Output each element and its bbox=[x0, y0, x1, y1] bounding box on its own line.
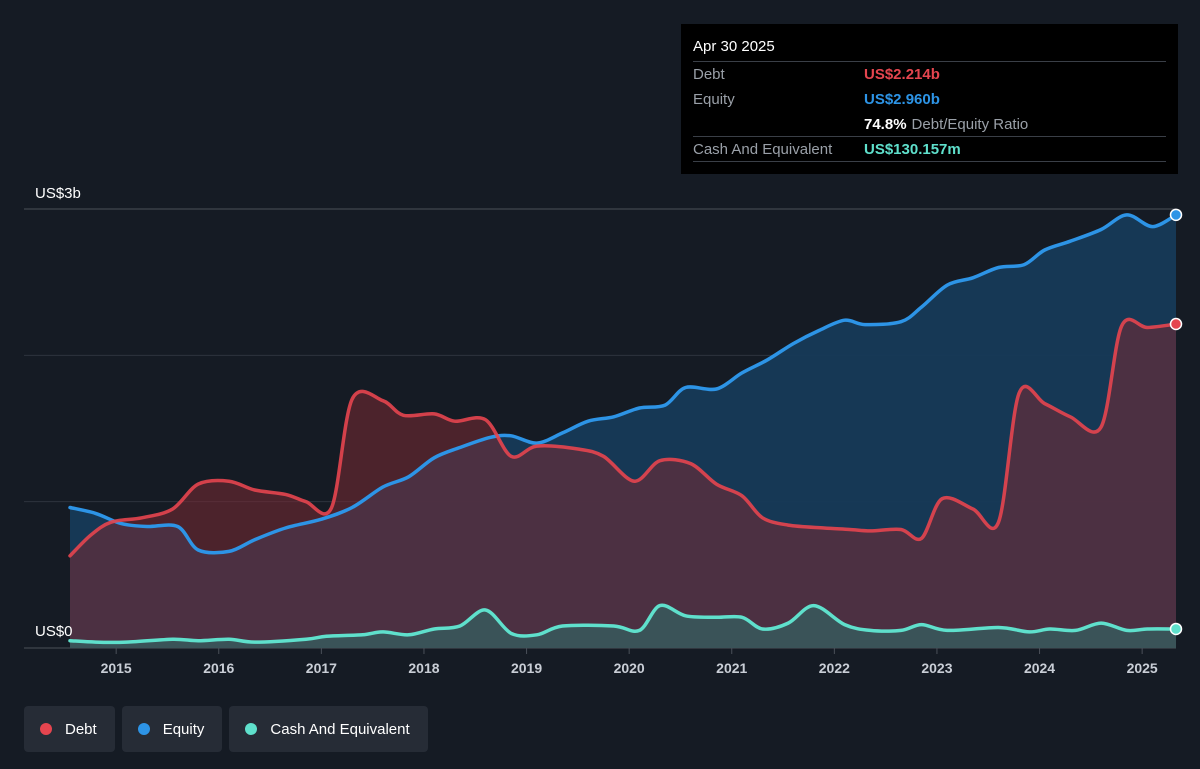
y-axis-label-max: US$3b bbox=[35, 185, 81, 202]
tooltip-ratio-value: 74.8% bbox=[864, 115, 907, 133]
tooltip-panel: Apr 30 2025 Debt US$2.214b Equity US$2.9… bbox=[681, 24, 1178, 174]
tooltip-row-ratio: 74.8% Debt/Equity Ratio bbox=[693, 111, 1166, 136]
equity-end-point bbox=[1169, 208, 1183, 222]
tooltip-ratio-label: Debt/Equity Ratio bbox=[911, 115, 1029, 133]
legend-label-equity: Equity bbox=[162, 720, 205, 738]
x-tick-label: 2016 bbox=[203, 660, 234, 676]
debt-line bbox=[68, 317, 1178, 558]
legend-item-equity[interactable]: Equity bbox=[121, 706, 223, 752]
x-tick-label: 2017 bbox=[306, 660, 337, 676]
legend-item-cash[interactable]: Cash And Equivalent bbox=[229, 706, 428, 752]
tooltip-debt-label: Debt bbox=[693, 65, 725, 83]
equity-line bbox=[68, 213, 1178, 555]
x-tick-label: 2021 bbox=[716, 660, 747, 676]
y-axis-label-zero: US$0 bbox=[35, 623, 73, 640]
legend-item-debt[interactable]: Debt bbox=[24, 706, 115, 752]
tooltip-cash-value: US$130.157m bbox=[864, 140, 961, 158]
tooltip-row-equity: Equity US$2.960b bbox=[693, 86, 1166, 111]
tooltip-equity-value: US$2.960b bbox=[864, 90, 940, 108]
cash-area bbox=[70, 605, 1176, 648]
tooltip-row-debt: Debt US$2.214b bbox=[693, 61, 1166, 86]
tooltip-cash-label: Cash And Equivalent bbox=[693, 140, 833, 158]
x-tick-label: 2020 bbox=[614, 660, 645, 676]
x-tick-label: 2018 bbox=[408, 660, 439, 676]
debt-equity-chart: 2015 2016 2017 2018 2019 2020 2021 2022 2023 2024… bbox=[24, 185, 1183, 676]
debt-end-point bbox=[1169, 317, 1183, 331]
tooltip-equity-label: Equity bbox=[693, 90, 735, 108]
tooltip-debt-value: US$2.214b bbox=[864, 65, 940, 83]
debt-dot-icon bbox=[40, 723, 52, 735]
legend-label-cash: Cash And Equivalent bbox=[270, 720, 410, 738]
tooltip-row-cash: Cash And Equivalent US$130.157m bbox=[693, 136, 1166, 162]
cash-dot-icon bbox=[245, 723, 258, 735]
x-tick-label: 2025 bbox=[1127, 660, 1158, 676]
tooltip-date: Apr 30 2025 bbox=[693, 38, 775, 55]
x-tick-label: 2019 bbox=[511, 660, 542, 676]
x-tick-label: 2023 bbox=[921, 660, 952, 676]
legend-label-debt: Debt bbox=[65, 720, 97, 738]
x-tick-label: 2015 bbox=[101, 660, 132, 676]
equity-dot-icon bbox=[137, 723, 150, 735]
x-tick-label: 2022 bbox=[819, 660, 850, 676]
debt-area bbox=[70, 319, 1176, 648]
cash-line bbox=[68, 603, 1178, 645]
legend: Debt Equity Cash And Equivalent bbox=[24, 706, 428, 752]
x-tick-label: 2024 bbox=[1024, 660, 1055, 676]
cash-end-point bbox=[1169, 622, 1183, 636]
